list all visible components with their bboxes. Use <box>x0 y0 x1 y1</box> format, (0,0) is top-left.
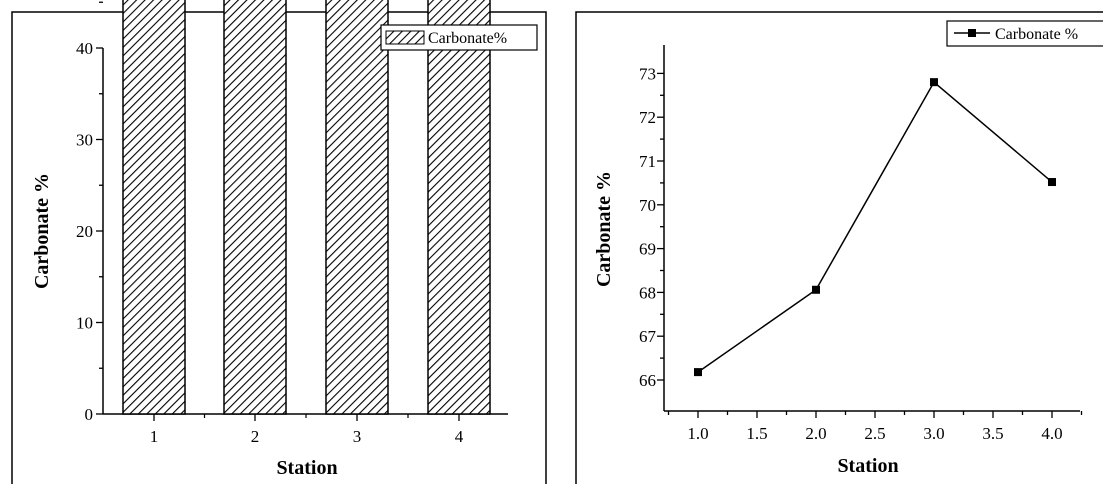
bar-x-axis-title: Station <box>276 457 337 479</box>
line-y-tick-label: 71 <box>639 152 656 171</box>
line-y-axis-title: Carbonate % <box>593 171 615 287</box>
bar <box>325 0 389 415</box>
line-series <box>694 78 1056 377</box>
line-legend: Carbonate % <box>946 20 1103 47</box>
data-point <box>1048 178 1056 187</box>
bar <box>223 0 287 415</box>
bar-x-tick-label: 1 <box>150 427 159 446</box>
line-x-tick-label: 4.0 <box>1041 424 1062 443</box>
line-chart-panel: 66 67 68 69 70 71 72 73 1.0 1.5 2.0 2.5 3.0 3.5 4.0 C… <box>575 11 1103 484</box>
data-point <box>694 368 702 377</box>
bar-x-ticks: 1 2 3 4 <box>150 414 464 446</box>
bar-x-tick-label: 2 <box>251 427 260 446</box>
bar <box>427 0 491 415</box>
bar-y-tick-label: 40 <box>76 39 93 58</box>
line-y-tick-label: 72 <box>639 108 656 127</box>
line-legend-label: Carbonate % <box>995 26 1078 43</box>
bar-y-tick-label: 30 <box>76 131 93 150</box>
line-x-tick-label: 3.5 <box>982 424 1003 443</box>
line-x-axis-title: Station <box>837 455 898 477</box>
line-y-tick-label: 67 <box>639 327 657 346</box>
bar-y-tick-label: 10 <box>76 314 93 333</box>
line-x-tick-label: 2.0 <box>805 424 826 443</box>
bar-series <box>122 0 491 415</box>
bar-x-tick-label: 3 <box>353 427 362 446</box>
line-y-tick-label: 69 <box>639 240 656 259</box>
line-y-tick-label: 66 <box>639 371 656 390</box>
line-y-ticks: 66 67 68 69 70 71 72 73 <box>639 64 664 390</box>
line-legend-swatch-marker <box>968 29 976 37</box>
line-x-tick-label: 1.0 <box>687 424 708 443</box>
line-x-ticks: 1.0 1.5 2.0 2.5 3.0 3.5 4.0 <box>667 411 1083 443</box>
data-point <box>812 285 820 294</box>
bar-y-ticks: 010203040506070 <box>76 1 103 424</box>
line-x-tick-label: 2.5 <box>864 424 885 443</box>
line-x-tick-label: 1.5 <box>746 424 767 443</box>
bar-legend: Carbonate% <box>380 24 538 51</box>
data-point <box>930 78 938 87</box>
line-y-tick-label: 73 <box>639 64 656 83</box>
line-y-tick-label: 68 <box>639 283 656 302</box>
bar-legend-swatch <box>385 30 425 45</box>
bar-y-axis-title: Carbonate % <box>31 173 53 289</box>
line-chart-frame <box>575 11 1103 484</box>
bar-y-tick-label: 20 <box>76 222 93 241</box>
bar-x-tick-label: 4 <box>455 427 464 446</box>
bar-y-tick-label: 0 <box>85 405 94 424</box>
line-x-tick-label: 3.0 <box>923 424 944 443</box>
line-chart-axes <box>663 45 1080 412</box>
bar <box>122 0 186 415</box>
bar-legend-label: Carbonate% <box>428 30 507 47</box>
line-y-tick-label: 70 <box>639 196 656 215</box>
series-line <box>697 81 1053 373</box>
